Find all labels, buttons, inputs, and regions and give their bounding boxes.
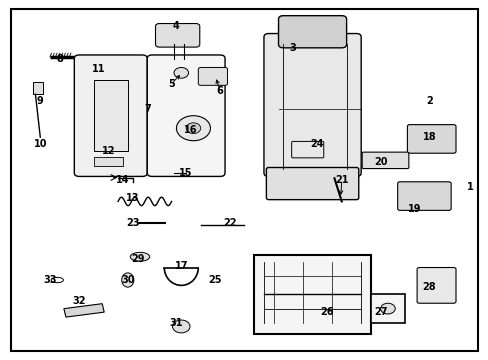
Bar xyxy=(370,294,404,323)
Text: 4: 4 xyxy=(173,21,180,31)
Text: 30: 30 xyxy=(121,275,134,285)
FancyBboxPatch shape xyxy=(147,55,224,176)
Text: 11: 11 xyxy=(92,64,105,74)
Text: 18: 18 xyxy=(422,132,435,142)
FancyBboxPatch shape xyxy=(362,152,408,168)
Circle shape xyxy=(172,320,190,333)
Text: 20: 20 xyxy=(373,157,386,167)
Ellipse shape xyxy=(122,273,134,287)
Bar xyxy=(33,82,42,94)
Text: 3: 3 xyxy=(289,43,296,53)
FancyBboxPatch shape xyxy=(291,141,323,158)
Text: 12: 12 xyxy=(102,147,115,157)
Text: 1: 1 xyxy=(466,182,473,192)
FancyBboxPatch shape xyxy=(266,167,358,200)
Text: 9: 9 xyxy=(37,96,43,107)
FancyBboxPatch shape xyxy=(416,267,455,303)
Circle shape xyxy=(174,67,188,78)
FancyBboxPatch shape xyxy=(198,67,227,85)
Text: 22: 22 xyxy=(223,218,236,228)
Text: 21: 21 xyxy=(334,175,348,185)
Bar xyxy=(254,255,370,334)
Text: 33: 33 xyxy=(43,275,57,285)
Text: 14: 14 xyxy=(116,175,129,185)
Text: 19: 19 xyxy=(407,203,421,213)
FancyBboxPatch shape xyxy=(155,23,200,47)
Text: 7: 7 xyxy=(143,104,150,113)
Text: 2: 2 xyxy=(425,96,432,107)
Text: 31: 31 xyxy=(169,318,183,328)
Text: 15: 15 xyxy=(179,168,192,178)
Circle shape xyxy=(176,116,210,141)
FancyBboxPatch shape xyxy=(74,55,147,176)
Circle shape xyxy=(380,303,394,314)
Text: 24: 24 xyxy=(310,139,324,149)
Text: 16: 16 xyxy=(184,125,197,135)
FancyBboxPatch shape xyxy=(407,125,455,153)
Text: 25: 25 xyxy=(208,275,222,285)
Text: 26: 26 xyxy=(320,307,333,317)
Text: 27: 27 xyxy=(373,307,386,317)
Text: 13: 13 xyxy=(126,193,139,203)
FancyBboxPatch shape xyxy=(397,182,450,210)
Ellipse shape xyxy=(130,252,149,261)
FancyBboxPatch shape xyxy=(264,33,361,176)
Text: 6: 6 xyxy=(216,86,223,96)
Text: 29: 29 xyxy=(130,253,144,264)
Bar xyxy=(94,80,127,152)
Text: 23: 23 xyxy=(126,218,139,228)
Circle shape xyxy=(186,123,201,134)
Text: 8: 8 xyxy=(56,54,63,64)
Bar xyxy=(94,157,122,166)
Text: 32: 32 xyxy=(72,296,86,306)
Text: 28: 28 xyxy=(422,282,435,292)
Polygon shape xyxy=(64,304,104,317)
Text: 17: 17 xyxy=(174,261,188,271)
Text: 10: 10 xyxy=(34,139,47,149)
FancyBboxPatch shape xyxy=(278,16,346,48)
Text: 5: 5 xyxy=(168,78,175,89)
